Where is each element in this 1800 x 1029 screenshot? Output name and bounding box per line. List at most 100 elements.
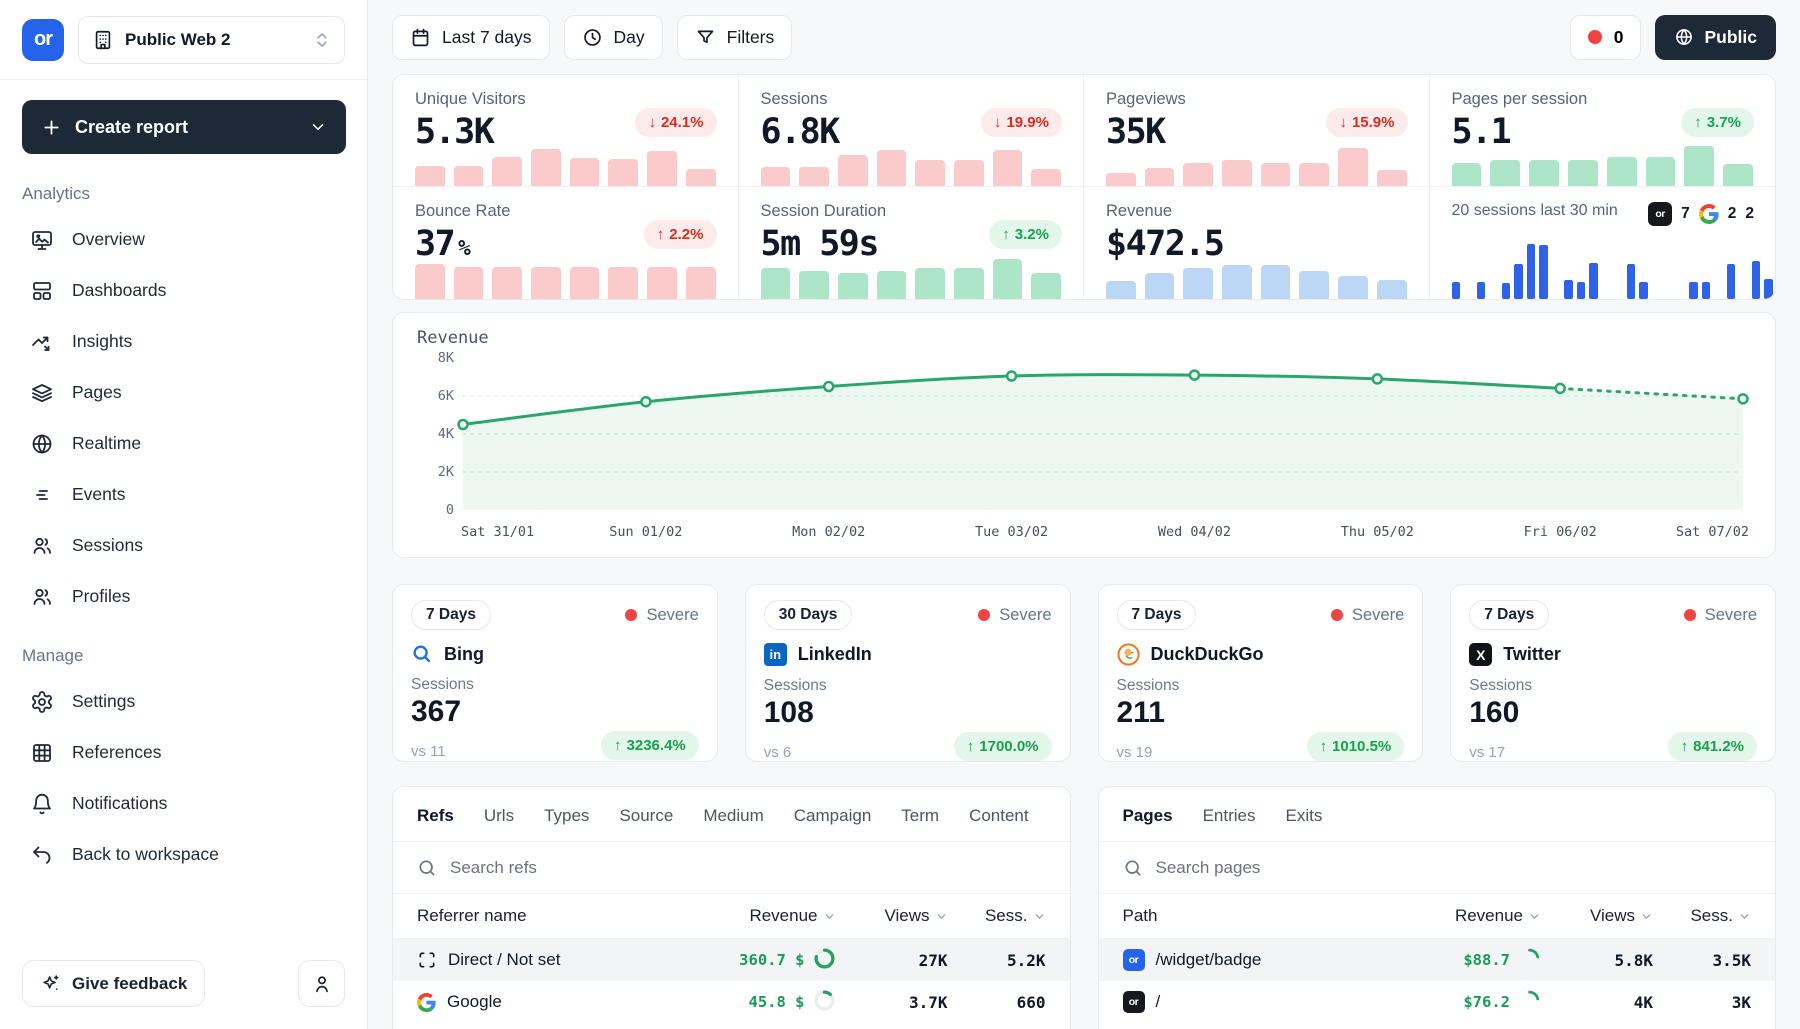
alert-compare: vs 17 — [1469, 744, 1506, 761]
svg-text:Wed 04/02: Wed 04/02 — [1158, 524, 1231, 540]
layers-icon — [30, 381, 54, 405]
column-sessions-sort[interactable]: Sess. — [948, 906, 1046, 926]
kpi-sparkbars — [1451, 141, 1753, 186]
column-views-sort[interactable]: Views — [1541, 906, 1653, 926]
svg-text:Sat 31/01: Sat 31/01 — [461, 524, 534, 540]
tab-refs[interactable]: Refs — [417, 806, 454, 825]
search-refs-input[interactable] — [450, 857, 1046, 878]
user-avatar-button[interactable] — [298, 960, 345, 1007]
sidebar-item-label: Notifications — [72, 793, 168, 813]
table-row[interactable]: Direct / Not set 360.7 $ 27K 5.2K — [393, 939, 1070, 981]
alert-metric: Sessions — [411, 676, 474, 693]
views-cell: 4K — [1633, 992, 1653, 1012]
workspace-switcher[interactable]: Public Web 2 — [78, 15, 345, 64]
alert-card-twitter[interactable]: 7 Days Severe X Twitter Sessions 160 vs … — [1450, 584, 1776, 762]
date-range-button[interactable]: Last 7 days — [392, 14, 550, 60]
person-icon — [311, 973, 333, 995]
create-report-button[interactable]: Create report — [22, 100, 346, 154]
alert-card-bing[interactable]: 7 Days Severe Bing Sessions 367 vs 11 ↑ 3… — [392, 584, 718, 762]
realtime-sources: or 7 2 2 — [1648, 202, 1754, 226]
alert-delta-badge: ↑ 1700.0% — [953, 732, 1052, 761]
svg-text:Sat 07/02: Sat 07/02 — [1676, 524, 1749, 540]
sidebar-item-realtime[interactable]: Realtime — [0, 418, 367, 469]
undo-arrow-icon — [30, 843, 54, 867]
svg-text:Sun 01/02: Sun 01/02 — [609, 524, 682, 540]
progress-ring-icon — [813, 947, 836, 974]
give-feedback-button[interactable]: Give feedback — [22, 960, 206, 1007]
down-arrow-icon: ↓ — [648, 114, 656, 131]
realtime-label: 20 sessions last 30 min — [1451, 202, 1618, 219]
tab-pages[interactable]: Pages — [1122, 806, 1173, 825]
alert-card-duckduckgo[interactable]: 7 Days Severe DuckDuckGo Sessions 211 vs… — [1097, 584, 1424, 762]
tab-campaign[interactable]: Campaign — [793, 806, 872, 825]
up-arrow-icon: ↑ — [1680, 738, 1689, 755]
tables-row: Refs Urls Types Source Medium Campaign T… — [392, 786, 1776, 1029]
page-path: / — [1155, 992, 1161, 1011]
tab-term[interactable]: Term — [901, 806, 940, 825]
tab-source[interactable]: Source — [619, 806, 674, 825]
tab-urls[interactable]: Urls — [483, 806, 515, 825]
filters-button[interactable]: Filters — [676, 14, 793, 60]
sidebar-item-dashboards[interactable]: Dashboards — [0, 265, 367, 316]
granularity-button[interactable]: Day — [563, 14, 663, 60]
sidebar-item-back-to-workspace[interactable]: Back to workspace — [0, 829, 367, 880]
linkedin-icon: in — [763, 643, 787, 666]
list-lines-icon — [30, 483, 54, 507]
sidebar-item-label: Pages — [72, 382, 122, 402]
section-label-manage: Manage — [22, 646, 84, 665]
column-sessions-sort[interactable]: Sess. — [1653, 906, 1751, 926]
period-pill: 7 Days — [411, 600, 491, 630]
revenue-line-chart: 0 2K 4K 6K 8K Sat 31/01 Sun 01/02 Mon 02/02 Tue … — [438, 350, 1749, 540]
users-icon — [30, 534, 54, 558]
column-revenue-sort[interactable]: Revenue — [1383, 906, 1541, 926]
kpi-delta-badge: ↓ 15.9% — [1326, 108, 1408, 137]
sidebar-item-sessions[interactable]: Sessions — [0, 520, 367, 571]
sidebar-item-label: Overview — [72, 229, 145, 249]
column-revenue-sort[interactable]: Revenue — [678, 906, 836, 926]
chevron-down-icon — [1530, 913, 1539, 919]
error-count-button[interactable]: 0 — [1569, 14, 1642, 60]
period-pill: 7 Days — [1116, 600, 1197, 630]
kpi-card-unique-visitors: Unique Visitors 5.3K ↓ 24.1% — [393, 75, 739, 187]
sidebar-item-settings[interactable]: Settings — [0, 676, 367, 727]
sidebar-item-events[interactable]: Events — [0, 469, 367, 520]
severity-badge: Severe — [978, 606, 1052, 625]
sidebar-item-insights[interactable]: Insights — [0, 316, 367, 367]
column-referrer-name: Referrer name — [417, 906, 527, 925]
bell-icon — [30, 792, 54, 816]
alert-cards: 7 Days Severe Bing Sessions 367 vs 11 ↑ 3… — [392, 584, 1776, 762]
sidebar-item-profiles[interactable]: Profiles — [0, 571, 367, 622]
alert-value: 367 — [411, 695, 462, 728]
search-pages-input[interactable] — [1155, 857, 1751, 878]
visibility-button[interactable]: Public — [1655, 14, 1776, 60]
sidebar-item-label: Back to workspace — [72, 844, 219, 864]
tab-entries[interactable]: Entries — [1202, 806, 1256, 825]
table-row[interactable]: or/widget/badge $88.7 5.8K 3.5K — [1098, 939, 1775, 981]
alert-metric: Sessions — [763, 677, 827, 694]
kpi-value: $472.5 — [1106, 224, 1225, 264]
sidebar-item-notifications[interactable]: Notifications — [0, 778, 367, 829]
kpi-value: 5.1 — [1451, 112, 1512, 152]
kpi-sparkbars — [415, 141, 716, 186]
grid-icon — [30, 741, 54, 765]
table-row[interactable]: or / $76.2 4K 3K — [1099, 981, 1776, 1023]
sidebar-item-pages[interactable]: Pages — [0, 367, 367, 418]
sidebar-item-label: Insights — [72, 331, 133, 351]
svg-text:Mon 02/02: Mon 02/02 — [792, 524, 865, 540]
tab-types[interactable]: Types — [544, 806, 590, 825]
table-row[interactable]: Google 45.8 $ 3.7K 660 — [393, 981, 1070, 1023]
column-views-sort[interactable]: Views — [836, 906, 948, 926]
alert-compare: vs 6 — [763, 744, 792, 761]
twitter-x-icon: X — [1469, 643, 1493, 666]
severity-badge: Severe — [1683, 606, 1757, 625]
sidebar-item-references[interactable]: References — [0, 727, 367, 778]
alert-card-linkedin[interactable]: 30 Days Severe in LinkedIn Sessions 108 … — [744, 584, 1071, 762]
app-logo[interactable]: or — [22, 18, 64, 61]
views-cell: 3.7K — [908, 992, 948, 1012]
sidebar-item-label: Dashboards — [72, 280, 167, 300]
sidebar-item-overview[interactable]: Overview — [0, 214, 367, 265]
tab-content[interactable]: Content — [969, 806, 1029, 825]
trending-arrows-icon — [30, 330, 54, 354]
tab-medium[interactable]: Medium — [703, 806, 764, 825]
tab-exits[interactable]: Exits — [1285, 806, 1323, 825]
